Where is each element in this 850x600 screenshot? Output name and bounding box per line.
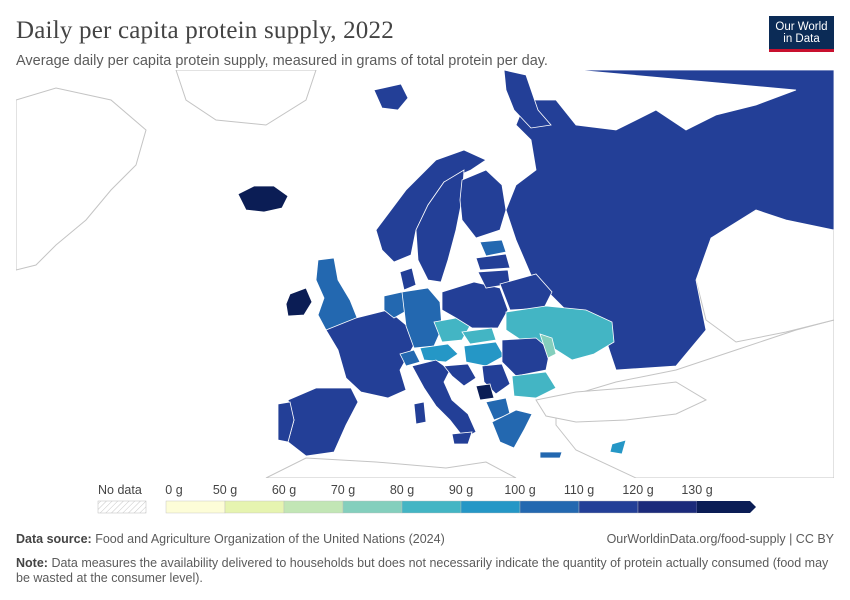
ireland-region [285,287,313,317]
legend-tick-label: 0 g [165,483,182,497]
switzerland-region [399,349,421,367]
latvia-region [475,253,511,271]
note-row: Note: Data measures the availability del… [16,556,834,586]
logo-accent-bar [769,49,834,52]
legend-bin-6 [519,500,580,514]
chart-title: Daily per capita protein supply, 2022 [16,17,394,44]
bulgaria-region [511,371,557,399]
legend-no-data-swatch [97,500,147,514]
legend-ticks: 0 g 50 g 60 g 70 g 80 g 90 g 100 g 110 g 120 g 13… [165,483,712,497]
iceland-region [237,185,289,213]
sicily-region [451,431,473,445]
source-text: Food and Agriculture Organization of the… [95,532,445,546]
legend-tick-label: 120 g [622,483,653,497]
denmark-region [399,267,417,291]
slovenia-croatia-region [443,363,477,387]
united-kingdom-region [315,257,359,331]
legend-bin-3 [342,500,403,514]
legend-tick-label: 110 g [564,483,594,497]
legend-bin-0 [165,500,226,514]
montenegro-region [475,383,495,401]
legend-tick-label: 60 g [272,483,296,497]
poland-region [441,281,509,329]
legend-tick-label: 70 g [331,483,355,497]
north-africa-region [265,457,517,478]
moldova-region [539,333,557,359]
legend-bin-4 [401,500,462,514]
source-row: Data source: Food and Agriculture Organi… [16,532,834,550]
hungary-region [463,341,505,367]
legend-bin-9 [697,501,756,513]
source-url-link[interactable]: OurWorldinData.org/food-supply | CC BY [606,532,834,546]
france-region [325,309,415,399]
logo-line-2: in Data [783,33,820,45]
turkey-region [535,381,708,423]
legend-bin-2 [283,500,344,514]
austria-region [419,343,459,363]
novaya-zemlya-region [503,70,552,129]
legend-bin-7 [578,500,639,514]
legend-bin-1 [224,500,285,514]
legend-tick-label: 50 g [213,483,237,497]
source-label: Data source: [16,532,92,546]
legend-bin-8 [637,500,698,514]
color-legend: No data 0 g 50 g 60 g 70 g 80 g 90 g 100 g 110 … [97,483,756,514]
finland-region [459,169,507,239]
footer: Data source: Food and Agriculture Organi… [16,532,834,586]
arctic-islands-region [175,70,317,126]
greenland-region [16,87,147,271]
germany-region [401,287,443,349]
crete-region [539,451,563,459]
note-label: Note: [16,556,48,570]
cyprus-region [609,439,627,455]
chart-subtitle: Average daily per capita protein supply,… [16,53,548,69]
legend-tick-label: 80 g [390,483,414,497]
legend-bins [165,500,756,514]
legend-bin-5 [460,500,521,514]
ukraine-region [505,305,615,361]
sweden-region [415,169,465,283]
owid-logo[interactable]: Our World in Data [769,16,834,52]
portugal-region [277,401,295,443]
sardinia-region [413,401,427,425]
benelux-region [383,291,409,319]
legend-tick-label: 90 g [449,483,473,497]
svalbard-region [373,83,409,111]
greece-region [491,409,533,449]
russia-region [505,70,834,371]
legend-tick-label: 130 g [681,483,712,497]
belarus-region [499,273,553,311]
slovakia-region [461,327,497,345]
choropleth-map [16,70,834,478]
note-text: Data measures the availability delivered… [16,556,829,585]
estonia-region [479,239,507,257]
spain-region [287,387,359,457]
legend-no-data-label: No data [98,483,142,497]
romania-region [501,337,551,377]
legend-tick-label: 100 g [504,483,535,497]
logo-line-1: Our World [775,21,828,33]
